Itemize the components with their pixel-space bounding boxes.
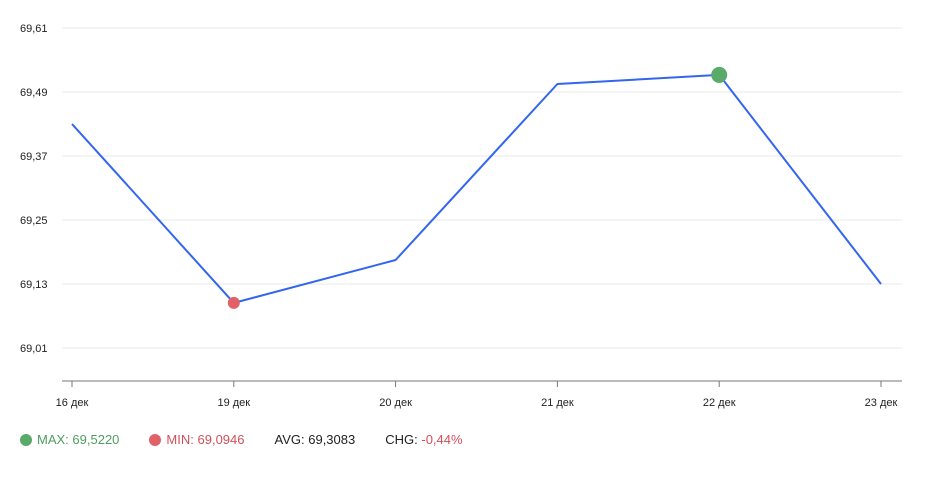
stat-max: MAX: 69,5220 (20, 432, 119, 447)
y-tick-label: 69,37 (20, 151, 48, 163)
data-point (879, 282, 883, 286)
data-point (555, 82, 559, 86)
stat-avg-value: 69,3083 (308, 432, 356, 447)
data-point (394, 258, 398, 262)
y-tick-label: 69,13 (20, 279, 48, 291)
x-tick-label: 20 дек (379, 397, 412, 409)
stat-max-value: 69,5220 (72, 432, 120, 447)
stat-chg: CHG: -0,44% (385, 432, 462, 447)
stat-chg-value: -0,44% (421, 432, 463, 447)
x-tick-label: 19 дек (217, 397, 250, 409)
x-tick-label: 22 дек (703, 397, 736, 409)
stat-min-label: MIN: (166, 432, 194, 447)
y-tick-label: 69,49 (20, 87, 48, 99)
y-tick-label: 69,25 (20, 215, 48, 227)
min-dot-icon (149, 433, 162, 446)
stat-min: MIN: 69,0946 (149, 432, 245, 447)
stat-avg: AVG: 69,3083 (275, 432, 356, 447)
y-tick-label: 69,01 (20, 343, 48, 355)
max-point-marker (711, 66, 728, 83)
x-tick-label: 21 дек (541, 397, 574, 409)
stat-max-text: MAX: 69,5220 (37, 432, 119, 447)
data-point (70, 122, 74, 126)
stat-min-text: MIN: 69,0946 (166, 432, 244, 447)
min-point-marker (227, 296, 240, 309)
stat-max-label: MAX: (37, 432, 69, 447)
stat-chg-label: CHG: (385, 432, 418, 447)
x-tick-label: 16 дек (56, 397, 89, 409)
series-line (71, 73, 882, 304)
stat-avg-label: AVG: (274, 432, 305, 447)
line-chart-svg: 69,61 69,49 69,37 69,25 69,13 69,01 16 дек 19 д… (20, 23, 902, 409)
y-tick-label: 69,61 (20, 23, 48, 35)
stats-bar: MAX: 69,5220 MIN: 69,0946 AVG: 69,3083 C… (20, 432, 493, 447)
x-tick-label: 23 дек (865, 397, 898, 409)
max-dot-icon (20, 433, 32, 446)
stat-min-value: 69,0946 (197, 432, 245, 447)
